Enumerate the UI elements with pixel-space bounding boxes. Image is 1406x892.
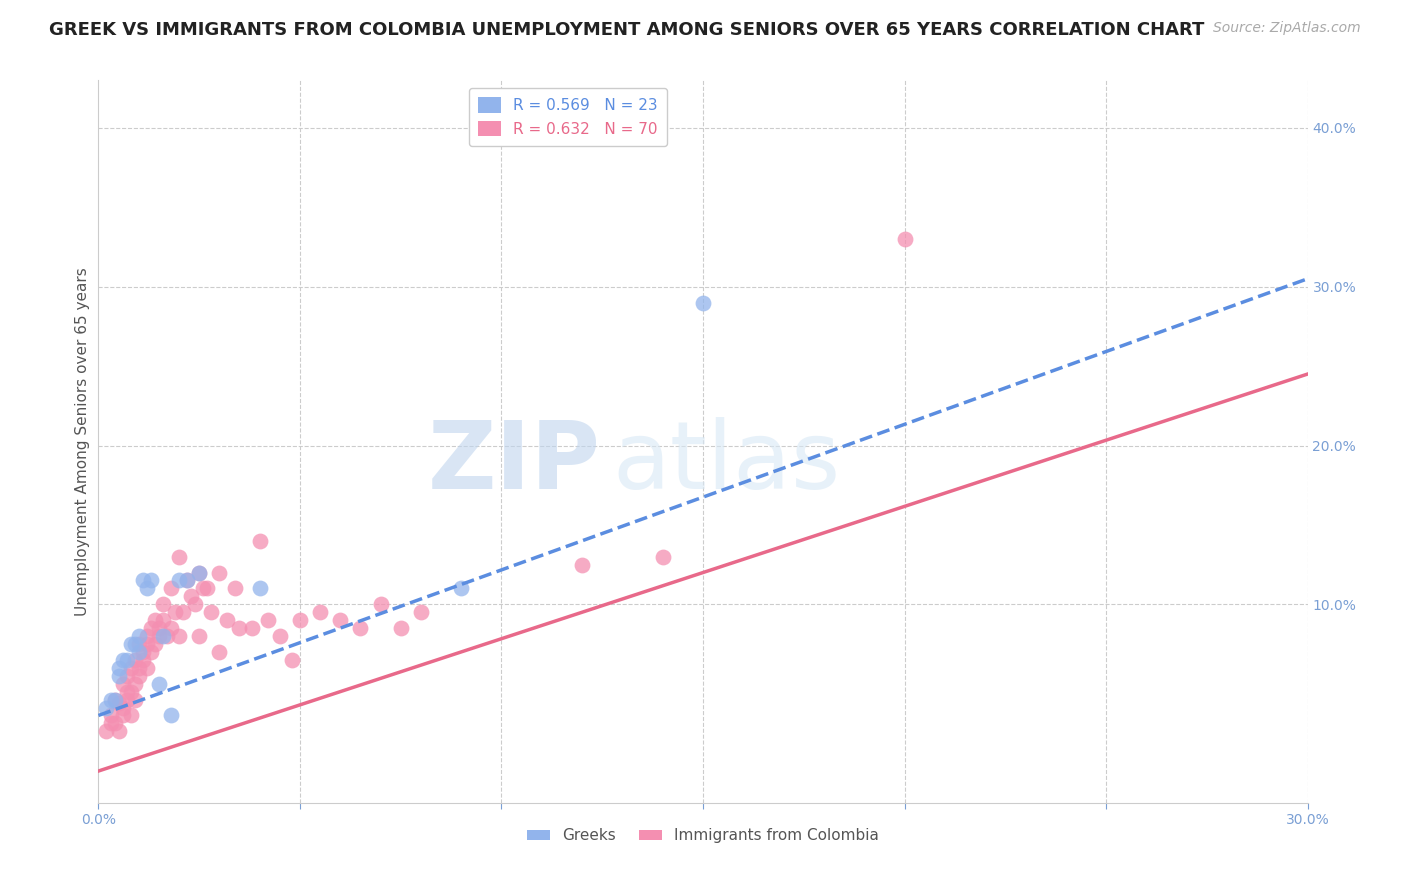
Legend: Greeks, Immigrants from Colombia: Greeks, Immigrants from Colombia [522,822,884,849]
Point [224,582,246,596]
Point [240,621,263,635]
Point [167,629,190,643]
Point [111,708,134,723]
Point [228,621,250,635]
Point [107,669,129,683]
Point [135,637,157,651]
Point [167,549,190,564]
Point [148,676,170,690]
Point [409,605,432,619]
Point [156,629,179,643]
Point [107,661,129,675]
Point [103,692,125,706]
Point [217,613,239,627]
Point [249,533,271,548]
Point [184,597,207,611]
Point [111,653,134,667]
Point [188,566,211,580]
Point [111,700,134,714]
Point [124,676,146,690]
Point [176,574,198,588]
Point [120,661,142,675]
Point [188,566,211,580]
Point [124,637,146,651]
Point [152,597,174,611]
Point [167,574,190,588]
Point [128,629,150,643]
Point [100,708,122,723]
Point [893,232,915,246]
Point [100,716,122,731]
Point [135,661,157,675]
Point [135,629,157,643]
Point [124,692,146,706]
Text: GREEK VS IMMIGRANTS FROM COLOMBIA UNEMPLOYMENT AMONG SENIORS OVER 65 YEARS CORRE: GREEK VS IMMIGRANTS FROM COLOMBIA UNEMPL… [49,21,1205,38]
Point [692,295,714,310]
Point [128,661,150,675]
Point [120,637,142,651]
Point [256,613,278,627]
Point [148,629,170,643]
Text: Source: ZipAtlas.com: Source: ZipAtlas.com [1213,21,1361,35]
Point [139,621,162,635]
Point [132,574,155,588]
Point [329,613,352,627]
Point [132,653,155,667]
Point [152,613,174,627]
Point [96,724,118,739]
Point [288,613,311,627]
Point [163,605,186,619]
Point [103,692,125,706]
Text: ZIP: ZIP [427,417,600,509]
Point [100,692,122,706]
Point [96,700,118,714]
Point [139,574,162,588]
Point [188,629,211,643]
Point [450,582,472,596]
Point [124,653,146,667]
Point [195,582,218,596]
Point [349,621,371,635]
Point [208,645,231,659]
Point [651,549,673,564]
Point [389,621,412,635]
Point [200,605,222,619]
Point [120,684,142,698]
Point [148,621,170,635]
Point [111,676,134,690]
Point [160,621,183,635]
Point [281,653,304,667]
Point [208,566,231,580]
Point [143,637,166,651]
Y-axis label: Unemployment Among Seniors over 65 years: Unemployment Among Seniors over 65 years [75,268,90,615]
Point [172,605,194,619]
Point [160,582,183,596]
Point [132,645,155,659]
Point [128,637,150,651]
Point [128,645,150,659]
Point [180,590,202,604]
Point [128,669,150,683]
Point [160,708,183,723]
Point [571,558,593,572]
Point [152,629,174,643]
Point [120,708,142,723]
Point [103,716,125,731]
Point [115,669,138,683]
Point [115,653,138,667]
Point [107,696,129,710]
Point [135,582,157,596]
Point [107,724,129,739]
Point [115,684,138,698]
Point [249,582,271,596]
Point [115,692,138,706]
Point [143,613,166,627]
Point [309,605,332,619]
Point [176,574,198,588]
Text: atlas: atlas [613,417,841,509]
Point [370,597,392,611]
Point [269,629,291,643]
Point [139,645,162,659]
Point [193,582,215,596]
